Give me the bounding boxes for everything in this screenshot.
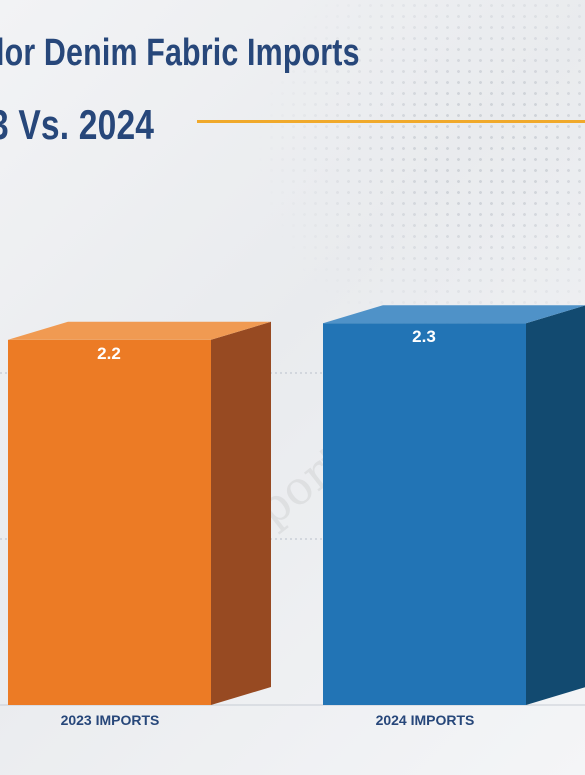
bar-front-2 — [323, 323, 526, 705]
bar-2 — [323, 305, 585, 705]
bar-1 — [8, 321, 271, 705]
bar-top-2 — [323, 305, 585, 324]
data-label-2: 2.3 — [412, 327, 436, 346]
chart-subtitle: 3 Vs. 2024 — [0, 101, 155, 148]
title-accent-rule — [197, 120, 585, 123]
data-label-1: 2.2 — [97, 344, 121, 363]
category-label-2: 2024 IMPORTS — [376, 712, 475, 728]
bar-side-1 — [211, 321, 271, 705]
dot-pattern-decoration — [255, 0, 585, 360]
labels: 2.2 2023 IMPORTS 2.3 2024 IMPORTS — [61, 327, 475, 728]
category-label-1: 2023 IMPORTS — [61, 712, 160, 728]
bar-side-2 — [526, 305, 585, 705]
bar-front-1 — [8, 339, 211, 705]
bar-top-1 — [8, 321, 271, 340]
chart-title: lor Denim Fabric Imports — [0, 32, 360, 74]
bars — [8, 305, 585, 705]
